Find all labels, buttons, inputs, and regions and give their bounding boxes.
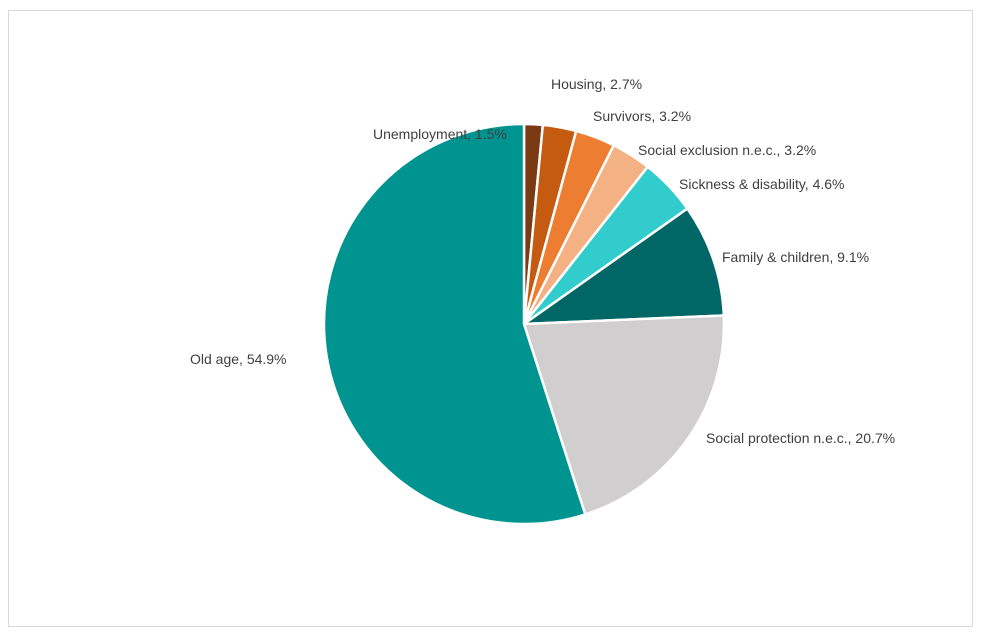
label-survivors: Survivors, 3.2%: [593, 108, 691, 124]
label-social-protection: Social protection n.e.c., 20.7%: [706, 430, 895, 446]
pie-labels: Unemployment, 1.5% Housing, 2.7% Survivo…: [190, 76, 895, 446]
pie-slice-old-age: [322, 122, 587, 526]
pie-slices: [322, 122, 726, 526]
pie-slice-family-children: [522, 207, 726, 326]
label-social-exclusion: Social exclusion n.e.c., 3.2%: [638, 142, 816, 158]
label-sickness-disability: Sickness & disability, 4.6%: [679, 176, 844, 192]
label-family-children: Family & children, 9.1%: [722, 249, 869, 265]
label-housing: Housing, 2.7%: [551, 76, 642, 92]
pie-slice-social-protection-n-e-c: [522, 314, 726, 516]
label-old-age: Old age, 54.9%: [190, 351, 287, 367]
label-unemployment: Unemployment, 1.5%: [373, 126, 507, 142]
